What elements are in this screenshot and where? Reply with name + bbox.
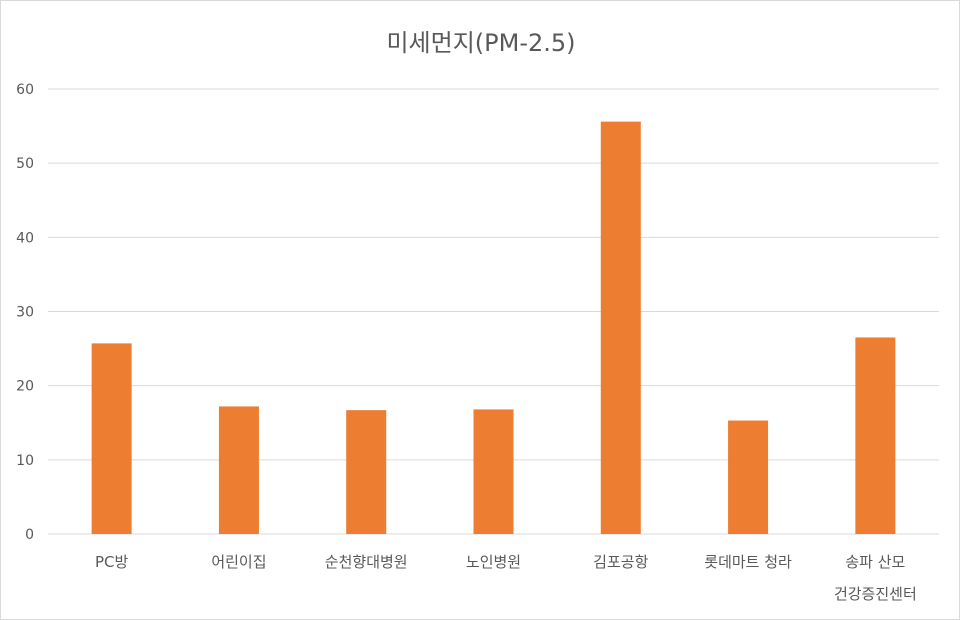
x-tick-label: 어린이집: [211, 553, 266, 571]
y-tick-label: 30: [16, 305, 34, 321]
x-tick-label: 노인병원: [466, 553, 521, 571]
y-tick-label: 60: [16, 82, 34, 98]
y-axis-ticks: 0 10 20 30 40 50 60: [16, 82, 34, 543]
bar: [473, 409, 514, 534]
x-tick-label: 건강증진센터: [834, 585, 917, 603]
bar: [728, 420, 769, 534]
y-tick-label: 0: [25, 527, 34, 543]
chart-title: 미세먼지(PM-2.5): [386, 29, 575, 57]
bar: [218, 406, 259, 534]
y-tick-label: 50: [16, 156, 34, 172]
x-tick-label: 롯데마트 청라: [704, 553, 792, 571]
y-tick-label: 10: [16, 453, 34, 469]
x-tick-label: 김포공항: [593, 553, 648, 571]
bar: [91, 343, 132, 534]
x-tick-label: PC방: [95, 553, 129, 571]
bar: [346, 410, 387, 534]
x-tick-label: 송파 산모: [845, 553, 905, 571]
bar: [600, 121, 641, 534]
y-tick-label: 20: [16, 379, 34, 395]
bar: [855, 337, 896, 534]
y-tick-label: 40: [16, 230, 34, 246]
bars: [91, 121, 896, 534]
x-tick-label: 순천향대병원: [325, 553, 408, 571]
gridlines: [48, 88, 939, 535]
